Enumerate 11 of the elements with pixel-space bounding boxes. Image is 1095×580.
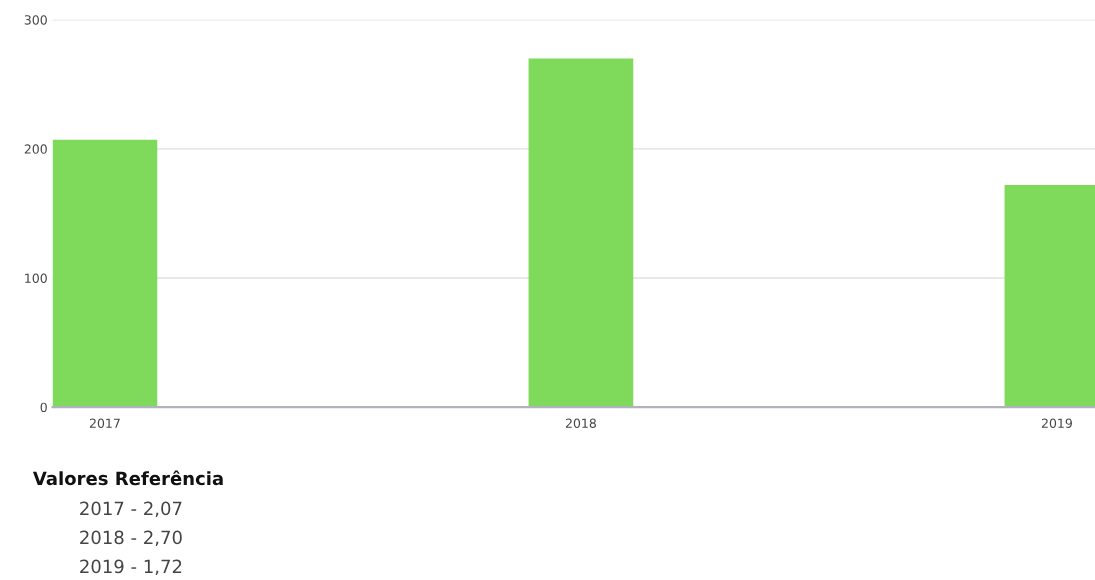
text: 2018 - 2,70 [80,530,182,547]
text: 2019 - 1,72 [80,559,182,576]
x-tick-label: 2019 [1041,418,1072,428]
x-tick-label: 2018 [565,418,596,428]
y-tick-label: 0 [40,402,47,413]
y-tick-label: 300 [24,15,47,25]
text: Valores Referência [32,470,223,486]
y-tick-label: 100 [25,273,47,283]
x-tick-label: 2017 [89,418,120,428]
y-tick-label: 200 [24,144,47,154]
text: 2017 - 2,07 [80,501,182,518]
